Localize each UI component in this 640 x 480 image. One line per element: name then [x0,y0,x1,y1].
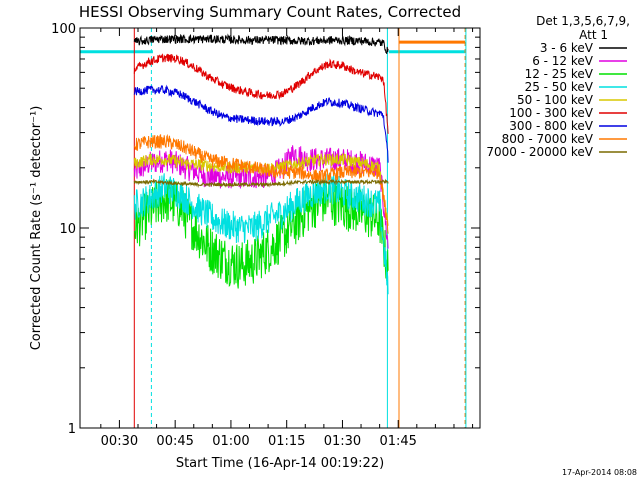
series-line-8 [133,178,389,189]
y-tick-label-1: 10 [59,222,76,237]
legend-label-8: 7000 - 20000 keV [486,145,593,159]
series-line-3 [133,173,389,295]
series-line-7 [133,133,389,234]
legend-header-line-1: Det 1,3,5,6,7,9, [536,14,630,28]
x-tick-label-2: 01:00 [212,434,249,449]
legend-label-2: 12 - 25 keV [525,67,594,81]
plot-marks [80,28,467,428]
series-line-0 [133,33,389,55]
y-axis: 1 10 100 [51,22,480,437]
x-tick-label-4: 01:30 [324,434,361,449]
legend-label-3: 25 - 50 keV [525,80,594,94]
legend-label-0: 3 - 6 keV [540,41,594,55]
x-tick-label-1: 00:45 [156,434,193,449]
legend-label-4: 50 - 100 keV [517,93,594,107]
series-line-6 [133,84,389,163]
y-axis-label: Corrected Count Rate (s⁻¹ detector⁻¹) [29,106,44,351]
legend-label-6: 300 - 800 keV [509,119,593,133]
x-tick-label-3: 01:15 [268,434,305,449]
x-axis: 00:30 00:45 01:00 01:15 01:30 01:45 [100,28,474,449]
chart-title: HESSI Observing Summary Count Rates, Cor… [79,3,461,21]
legend-label-1: 6 - 12 keV [532,54,594,68]
footer-date: 17-Apr-2014 08:08 [562,468,637,477]
y-tick-label-0: 1 [68,422,76,437]
y-tick-label-2: 100 [51,22,76,37]
legend-label-5: 100 - 300 keV [509,106,593,120]
x-tick-label-0: 00:30 [101,434,138,449]
series-line-5 [133,53,389,134]
x-axis-label: Start Time (16-Apr-14 00:19:22) [176,456,384,471]
legend-header-line-2: Att 1 [579,28,608,42]
x-tick-label-5: 01:45 [379,434,416,449]
legend-label-7: 800 - 7000 keV [502,132,594,146]
